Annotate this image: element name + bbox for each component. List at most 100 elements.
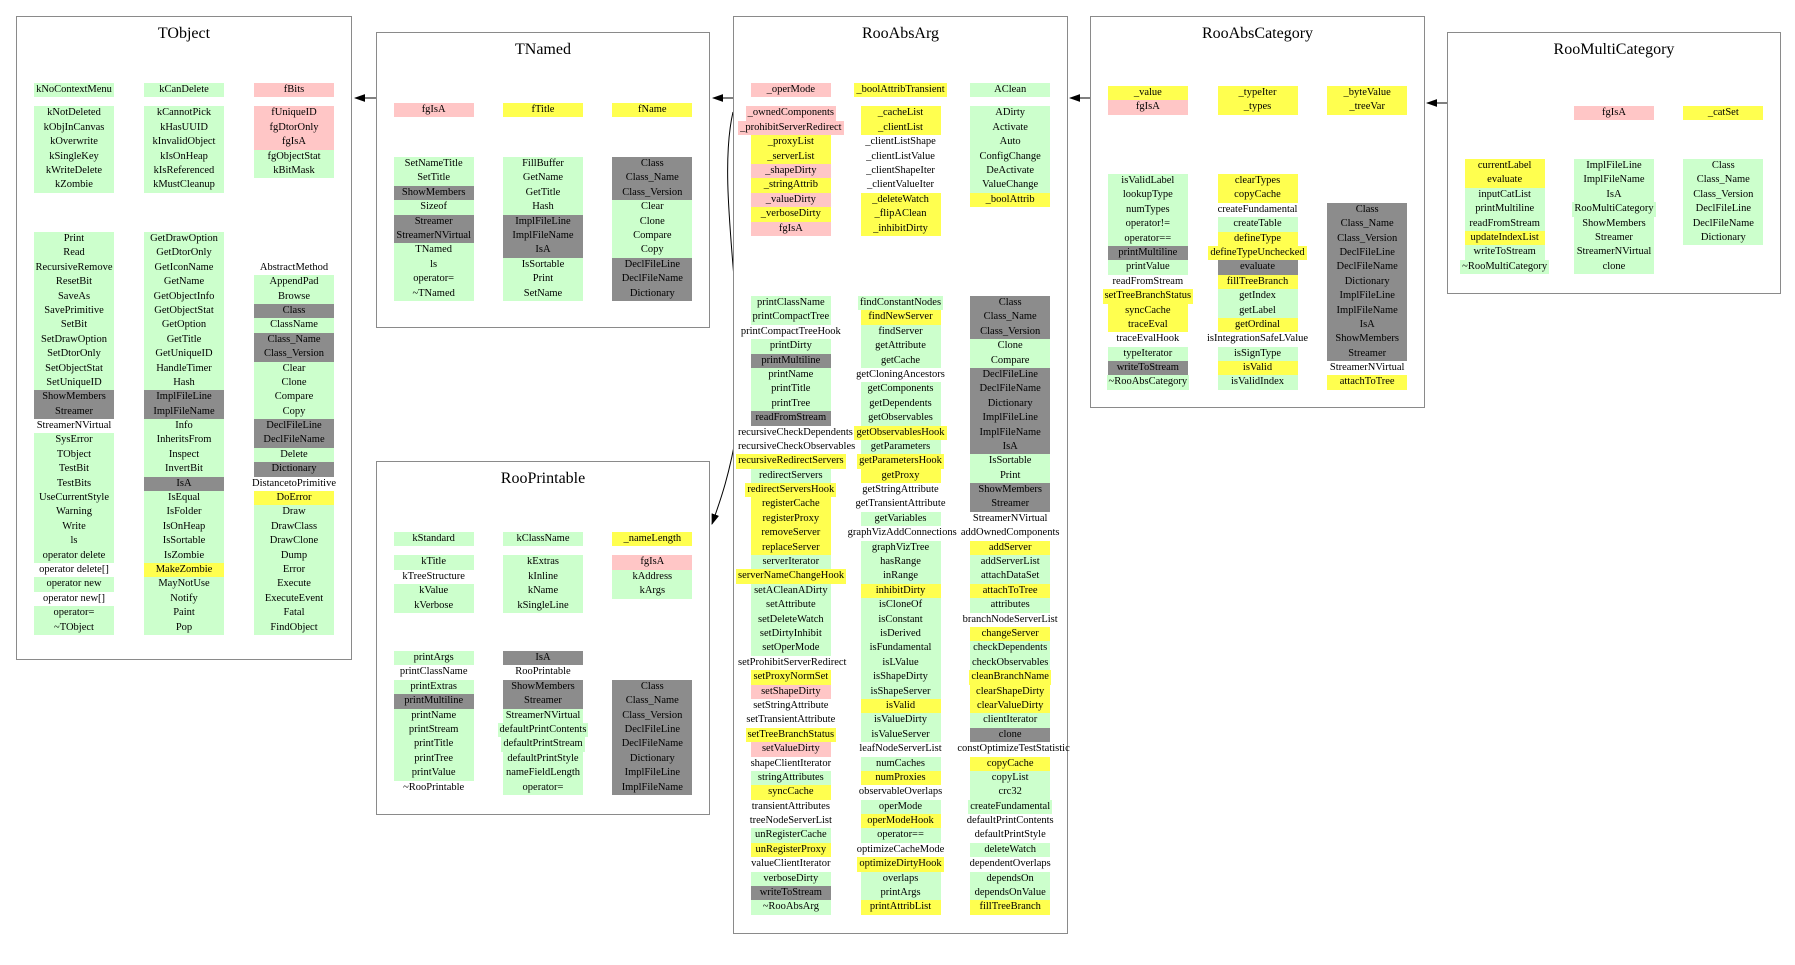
member-Activate[interactable]: Activate [955,120,1065,136]
member-ResetBit[interactable]: ResetBit [19,275,129,290]
member-ImplFileLine[interactable]: ImplFileLine [129,390,239,405]
member-SetName[interactable]: SetName [488,286,597,301]
member-kArgs[interactable]: kArgs [598,584,707,599]
member-GetTitle[interactable]: GetTitle [488,185,597,201]
member-dependsOnValue[interactable]: dependsOnValue [955,886,1065,901]
member-evaluate[interactable]: evaluate [1203,260,1313,275]
member-DeclFileName[interactable]: DeclFileName [1312,260,1422,275]
member-_clientList[interactable]: _clientList [846,120,956,136]
member-operator-new[interactable]: operator new [19,577,129,592]
member-numCaches[interactable]: numCaches [846,756,956,771]
member-_proxyList[interactable]: _proxyList [736,135,846,150]
member-graphVizTree[interactable]: graphVizTree [846,540,956,556]
member-Dump[interactable]: Dump [239,548,349,563]
member-Sizeof[interactable]: Sizeof [379,200,488,215]
member-_clientListShape[interactable]: _clientListShape [846,135,956,149]
member-removeServer[interactable]: removeServer [736,526,846,541]
member-_boolAttribTransient[interactable]: _boolAttribTransient [846,83,956,98]
member-setValueDirty[interactable]: setValueDirty [736,742,846,757]
member-kBitMask[interactable]: kBitMask [239,163,349,179]
member-printMultiline[interactable]: printMultiline [736,353,846,368]
member-kExtras[interactable]: kExtras [488,555,597,570]
member-clone[interactable]: clone [1559,259,1668,275]
member-Error[interactable]: Error [239,562,349,578]
member-printTitle[interactable]: printTitle [379,737,488,752]
member-operModeHook[interactable]: operModeHook [846,814,956,829]
member-isValueDirty[interactable]: isValueDirty [846,713,956,728]
member-Clear[interactable]: Clear [598,200,707,215]
member-Dictionary[interactable]: Dictionary [598,286,707,301]
member-Streamer[interactable]: Streamer [19,404,129,420]
member-writeToStream[interactable]: writeToStream [1093,361,1203,376]
member-DeclFileName[interactable]: DeclFileName [598,272,707,287]
member-fgIsA[interactable]: fgIsA [736,221,846,236]
member-SysError[interactable]: SysError [19,433,129,448]
member-Dictionary[interactable]: Dictionary [1312,274,1422,290]
member-fName[interactable]: fName [598,103,707,118]
member-TestBits[interactable]: TestBits [19,476,129,492]
member-~TNamed[interactable]: ~TNamed [379,286,488,301]
member-checkObservables[interactable]: checkObservables [955,655,1065,671]
member-Hash[interactable]: Hash [488,200,597,215]
member-GetObjectStat[interactable]: GetObjectStat [129,303,239,319]
member-getCloningAncestors[interactable]: getCloningAncestors [846,368,956,382]
member-kOverwrite[interactable]: kOverwrite [19,135,129,150]
member-hasRange[interactable]: hasRange [846,555,956,570]
member-Streamer[interactable]: Streamer [1559,230,1668,246]
member-branchNodeServerList[interactable]: branchNodeServerList [955,613,1065,627]
member-printMultiline[interactable]: printMultiline [1450,202,1559,217]
member-isCloneOf[interactable]: isCloneOf [846,598,956,613]
member-printValue[interactable]: printValue [379,766,488,781]
member-IsA[interactable]: IsA [1312,317,1422,333]
member-deleteWatch[interactable]: deleteWatch [955,842,1065,858]
member-setProhibitServerRedirect[interactable]: setProhibitServerRedirect [736,656,846,670]
member-Auto[interactable]: Auto [955,135,1065,150]
member-fgIsA[interactable]: fgIsA [239,135,349,150]
class-title-rooprintable[interactable]: RooPrintable [500,470,586,487]
member-GetDtorOnly[interactable]: GetDtorOnly [129,246,239,261]
member-printName[interactable]: printName [379,708,488,723]
member-IsA[interactable]: IsA [129,476,239,492]
member-operator-[interactable]: operator== [1093,231,1203,246]
member-cleanBranchName[interactable]: cleanBranchName [955,670,1065,685]
member-addServer[interactable]: addServer [955,540,1065,556]
member-_valueDirty[interactable]: _valueDirty [736,192,846,208]
member-SetUniqueID[interactable]: SetUniqueID [19,375,129,391]
member-Class_Version[interactable]: Class_Version [955,324,1065,340]
member-createTable[interactable]: createTable [1203,217,1313,232]
member-Class[interactable]: Class [598,157,707,172]
member-kIsOnHeap[interactable]: kIsOnHeap [129,149,239,164]
member-_cacheList[interactable]: _cacheList [846,106,956,121]
member-Class_Name[interactable]: Class_Name [239,332,349,348]
member-createFundamental[interactable]: createFundamental [1203,203,1313,217]
member-defaultPrintStyle[interactable]: defaultPrintStyle [488,751,597,767]
member-isConstant[interactable]: isConstant [846,612,956,627]
member-printClassName[interactable]: printClassName [379,665,488,679]
member-SetBit[interactable]: SetBit [19,318,129,333]
member-recursiveRedirectServers[interactable]: recursiveRedirectServers [736,454,846,469]
member-IsSortable[interactable]: IsSortable [129,534,239,549]
member-fillTreeBranch[interactable]: fillTreeBranch [1203,274,1313,290]
member-Class_Version[interactable]: Class_Version [239,347,349,362]
member-setACleanADirty[interactable]: setACleanADirty [736,583,846,599]
member-Class[interactable]: Class [955,296,1065,311]
member-Write[interactable]: Write [19,519,129,535]
member-GetTitle[interactable]: GetTitle [129,332,239,348]
member-GetObjectInfo[interactable]: GetObjectInfo [129,289,239,304]
member-IsSortable[interactable]: IsSortable [488,257,597,273]
member-setTransientAttribute[interactable]: setTransientAttribute [736,713,846,727]
member-ImplFileLine[interactable]: ImplFileLine [1312,289,1422,304]
member-setDirtyInhibit[interactable]: setDirtyInhibit [736,626,846,642]
member-Class_Name[interactable]: Class_Name [598,694,707,709]
member-StreamerNVirtual[interactable]: StreamerNVirtual [1312,361,1422,375]
member-AbstractMethod[interactable]: AbstractMethod [239,261,349,275]
member-traceEval[interactable]: traceEval [1093,317,1203,333]
member-fTitle[interactable]: fTitle [488,103,597,118]
member-printClassName[interactable]: printClassName [736,296,846,311]
member-DrawClass[interactable]: DrawClass [239,519,349,535]
member-Class[interactable]: Class [1312,202,1422,218]
member-DeclFileLine[interactable]: DeclFileLine [1669,202,1778,217]
member-_nameLength[interactable]: _nameLength [598,532,707,547]
member-operator-[interactable]: operator!= [1093,217,1203,232]
member-setStringAttribute[interactable]: setStringAttribute [736,699,846,713]
